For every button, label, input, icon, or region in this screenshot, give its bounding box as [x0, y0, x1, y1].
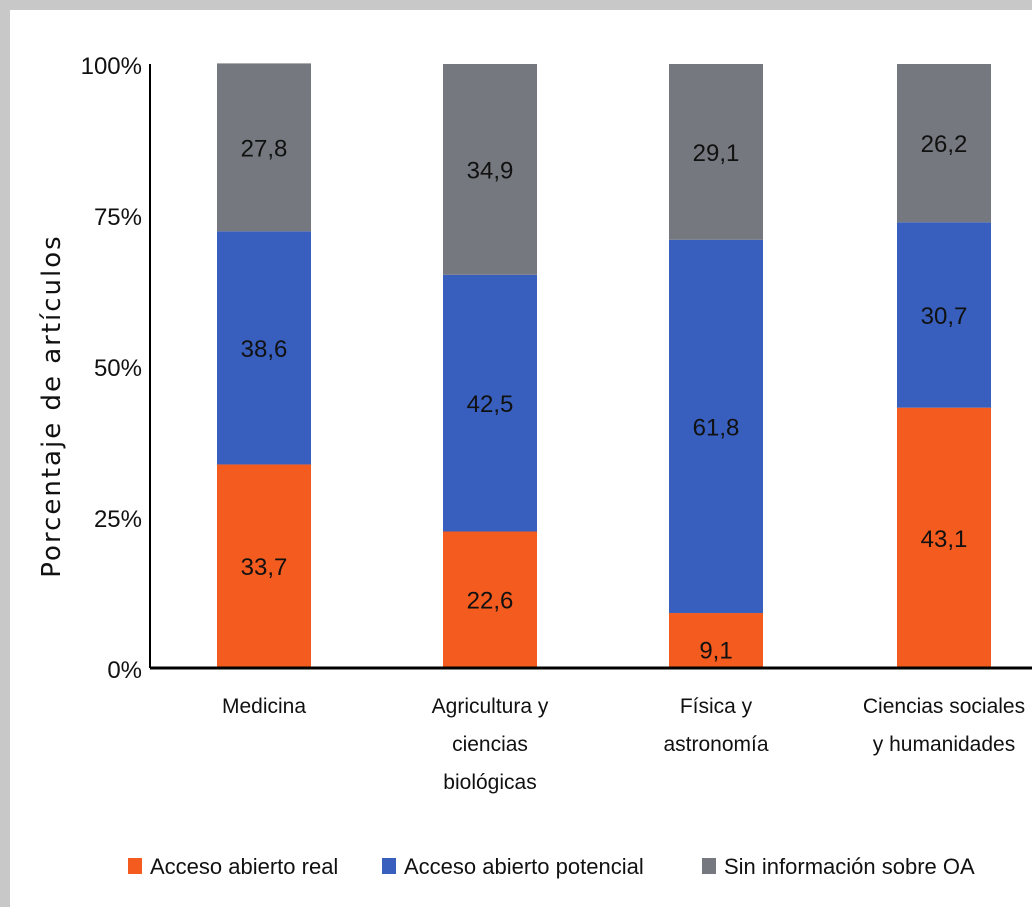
bar-segment	[443, 274, 537, 532]
bar-segment	[217, 464, 311, 668]
data-label: 34,9	[467, 157, 514, 184]
bar-segment	[669, 239, 763, 614]
data-label: 33,7	[241, 554, 288, 581]
data-label: 38,6	[241, 336, 288, 363]
x-tick-label: Agricultura y	[432, 695, 549, 718]
bar-segment	[897, 407, 991, 668]
data-label: 61,8	[693, 414, 740, 441]
data-label: 42,5	[467, 391, 514, 418]
bar-segment	[669, 64, 763, 240]
legend-swatch	[128, 858, 142, 874]
data-label: 22,6	[467, 588, 514, 615]
x-tick-label: biológicas	[443, 771, 536, 794]
y-tick-label: 25%	[94, 506, 142, 533]
legend-label: Sin información sobre OA	[724, 854, 975, 879]
legend-swatch	[382, 858, 396, 874]
bars-layer	[217, 63, 991, 668]
data-label: 9,1	[699, 638, 732, 665]
legend: Acceso abierto real Acceso abierto potenc…	[128, 854, 975, 879]
data-label: 29,1	[693, 140, 740, 167]
data-label: 30,7	[921, 303, 968, 330]
bar-segment	[217, 231, 311, 465]
y-tick-label: 75%	[94, 204, 142, 231]
bar-segment	[443, 531, 537, 668]
x-tick-label: Medicina	[222, 695, 306, 718]
bar-segment	[897, 222, 991, 408]
data-label: 26,2	[921, 131, 968, 158]
legend-label: Acceso abierto potencial	[404, 854, 644, 879]
data-label: 27,8	[241, 135, 288, 162]
x-tick-label: y humanidades	[873, 733, 1015, 756]
legend-swatch	[702, 858, 716, 874]
axes-layer: 0% 25% 50% 75% 100% Porcentaje de artículos Me…	[37, 53, 1032, 794]
y-tick-label: 0%	[107, 657, 142, 684]
x-tick-label: astronomía	[663, 733, 768, 756]
x-tick-label: ciencias	[452, 733, 528, 756]
bar-segment	[897, 64, 991, 223]
bar-segment	[443, 64, 537, 275]
data-labels-layer: 33,7 38,6 27,8 22,6 42,5 34,9 9,1 61,8 29,1 43,1 3…	[241, 131, 968, 664]
y-axis-title: Porcentaje de artículos	[37, 234, 67, 577]
stacked-bar-chart: 33,7 38,6 27,8 22,6 42,5 34,9 9,1 61,8 29,1 43,1 3…	[37, 53, 1032, 879]
x-tick-label: Ciencias sociales	[863, 695, 1025, 718]
x-tick-label: Física y	[680, 695, 753, 718]
y-tick-label: 100%	[81, 53, 142, 80]
bar-segment	[669, 613, 763, 668]
bar-segment	[217, 63, 311, 232]
y-tick-label: 50%	[94, 355, 142, 382]
data-label: 43,1	[921, 526, 968, 553]
legend-label: Acceso abierto real	[150, 854, 338, 879]
